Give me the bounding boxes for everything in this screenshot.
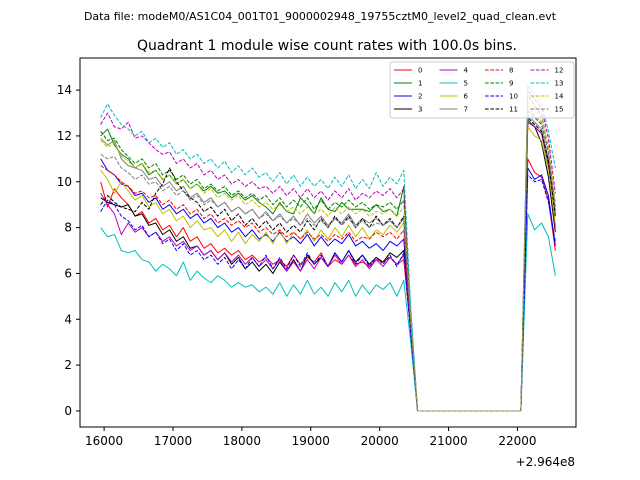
y-tick-label: 6 [64,266,72,280]
plot-area: 16000 17000 18000 19000 20000 21000 22000 0 2 4 6 8… [57,57,577,448]
legend-label-9: 9 [509,80,513,88]
y-tick-label: 8 [64,221,72,235]
series-line-15 [100,105,556,412]
x-tick-label: 16000 [85,434,123,448]
legend-label-11: 11 [509,106,518,114]
legend-label-3: 3 [418,106,422,114]
y-tick-label: 0 [64,404,72,418]
x-tick-label: 18000 [223,434,261,448]
legend-label-13: 13 [555,80,564,88]
y-tick-label: 10 [57,175,72,189]
legend-label-10: 10 [509,93,518,101]
legend-label-12: 12 [555,67,564,75]
x-tick-label: 22000 [498,434,536,448]
legend-label-14: 14 [555,93,564,101]
x-tick-label: 21000 [429,434,467,448]
x-offset-label: +2.964e8 [516,455,575,469]
y-tick-label: 4 [64,312,72,326]
y-tick-label: 12 [57,129,72,143]
legend-label-15: 15 [555,106,564,114]
x-tick-label: 17000 [154,434,192,448]
figure-suptitle: Data file: modeM0/AS1C04_001T01_90000029… [84,10,557,23]
legend-label-1: 1 [418,80,422,88]
legend-label-7: 7 [464,106,468,114]
x-tick-label: 19000 [292,434,330,448]
legend-label-0: 0 [418,67,422,75]
axes-frame [79,57,577,428]
legend-label-8: 8 [509,67,513,75]
legend-label-4: 4 [464,67,469,75]
chart-title: Quadrant 1 module wise count rates with … [137,38,517,54]
legend-label-2: 2 [418,93,422,101]
x-tick-label: 20000 [361,434,399,448]
y-tick-label: 2 [64,358,72,372]
legend-label-6: 6 [464,93,469,101]
legend-box [389,61,575,119]
y-tick-label: 14 [57,83,72,97]
series-group [100,85,556,412]
legend-label-5: 5 [464,80,468,88]
